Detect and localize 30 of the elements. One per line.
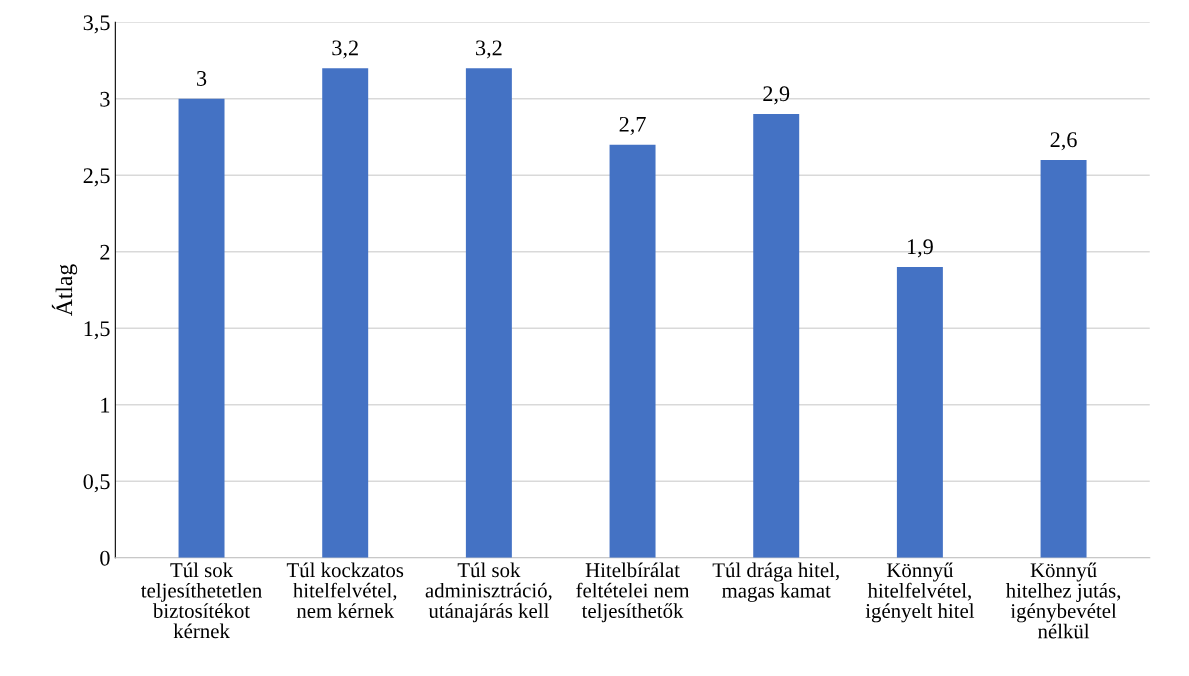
data-label: 1,9 — [907, 239, 933, 258]
bar — [753, 114, 800, 558]
data-label: 3,2 — [332, 40, 358, 59]
data-label: 3 — [197, 71, 207, 86]
y-tick-label: 3,5 — [83, 15, 110, 34]
bar — [178, 98, 225, 558]
y-tick-label: 3 — [100, 91, 110, 107]
x-tick-label: Túl drága hitel, magas kamat — [712, 562, 839, 602]
x-tick-label: Könnyű hitelhez jutás, igénybevétel nélkül — [1005, 562, 1121, 639]
y-tick-label: 1 — [101, 397, 110, 413]
x-tick-label: Hitelbírálat feltételei nem teljesíthetők — [576, 562, 690, 623]
bar — [1040, 159, 1087, 558]
y-tick-label: 2,5 — [83, 168, 110, 187]
data-label: 2,7 — [619, 116, 646, 136]
bar — [465, 68, 512, 558]
x-tick-label: Túl kockzatos hitelfelvétel, nem kérnek — [286, 562, 404, 618]
bar — [896, 267, 943, 558]
bar — [322, 68, 369, 558]
y-tick-label: 0 — [100, 550, 110, 566]
x-tick-label: Túl sok teljesíthetetlen biztosítékot kérnek — [141, 562, 262, 639]
data-label: 2,6 — [1050, 132, 1077, 151]
data-label: 2,9 — [763, 86, 790, 105]
x-tick-label: Könnyű hitelfelvétel, igényelt hitel — [865, 562, 975, 623]
x-tick-label: Túl sok adminisztráció, utánajárás kell — [425, 562, 552, 623]
y-tick-label: 0,5 — [83, 474, 110, 493]
y-tick-label: 2 — [100, 244, 110, 260]
y-tick-label: 1,5 — [84, 321, 110, 340]
bar — [609, 144, 656, 558]
y-axis-title: Átlag — [51, 264, 78, 316]
data-label: 3,2 — [476, 40, 502, 59]
